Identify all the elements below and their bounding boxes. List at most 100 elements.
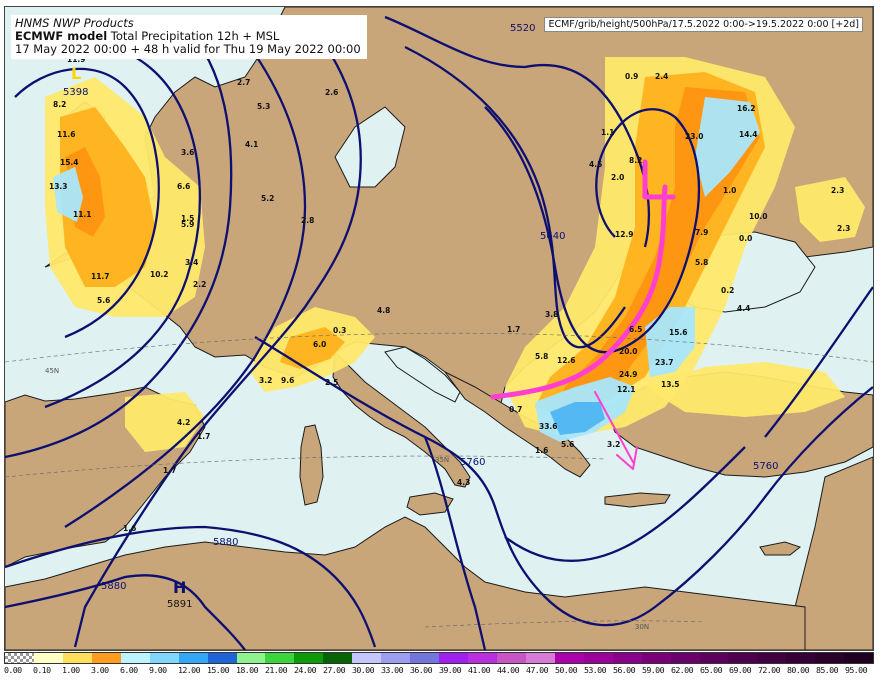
precip-value-label: 1.6 bbox=[535, 446, 548, 455]
colorbar: 0.00 0.10 1.00 3.00 6.00 9.00 12.00 15.00 18.00 2… bbox=[4, 652, 874, 686]
crete-land bbox=[604, 492, 671, 508]
sicily-land bbox=[406, 492, 454, 516]
colorbar-tick-label: 53.00 bbox=[584, 665, 607, 675]
precip-value-label: 0.9 bbox=[625, 72, 638, 81]
precip-value-label: 5.9 bbox=[181, 220, 194, 229]
precip-value-label: 5.6 bbox=[97, 296, 110, 305]
pressure-centers: L H 5891 bbox=[71, 64, 192, 610]
precip-value-label: 3.8 bbox=[545, 310, 558, 319]
precip-greece-blue bbox=[550, 402, 605, 435]
front-line bbox=[490, 184, 668, 400]
colorbar-swatch bbox=[496, 653, 526, 663]
colorbar-swatch bbox=[33, 653, 63, 663]
colorbar-swatch bbox=[236, 653, 266, 663]
precip-value-label: 10.2 bbox=[150, 270, 169, 279]
precip-value-label: 5.6 bbox=[561, 440, 574, 449]
colorbar-swatch bbox=[641, 653, 671, 663]
precip-value-label: 12.9 bbox=[615, 230, 634, 239]
precip-value-label: 11.6 bbox=[57, 130, 76, 139]
agency-line: HNMS NWP Products bbox=[15, 16, 134, 30]
colorbar-swatch bbox=[554, 653, 584, 663]
precip-value-label: 23.0 bbox=[685, 132, 704, 141]
low-marker-l bbox=[642, 159, 676, 200]
precip-value-label: 2.4 bbox=[655, 72, 668, 81]
contour-line-5760-east bbox=[764, 286, 873, 438]
colorbar-tick-label: 69.00 bbox=[729, 665, 752, 675]
precip-value-label: 10.0 bbox=[749, 212, 768, 221]
high-center-letter: H bbox=[173, 578, 186, 597]
colorbar-tick-label: 0.10 bbox=[33, 665, 51, 675]
colorbar-swatch bbox=[583, 653, 613, 663]
contour-line-5880-b bbox=[5, 574, 246, 650]
precip-value-label: 0.2 bbox=[721, 286, 734, 295]
colorbar-tick-label: 50.00 bbox=[555, 665, 578, 675]
precip-alps-mid bbox=[280, 327, 345, 369]
colorbar-tick-label: 65.00 bbox=[700, 665, 723, 675]
precip-value-label: 2.2 bbox=[193, 280, 206, 289]
model-name: ECMWF model bbox=[15, 29, 108, 43]
precip-value-label: 6.6 bbox=[177, 182, 190, 191]
colorbar-tick-label: 59.00 bbox=[642, 665, 665, 675]
precip-value-label: 4.4 bbox=[737, 304, 750, 313]
precip-value-label: 3.2 bbox=[259, 376, 272, 385]
colorbar-labels: 0.00 0.10 1.00 3.00 6.00 9.00 12.00 15.00 18.00 2… bbox=[4, 665, 874, 675]
graticule-35n bbox=[5, 455, 606, 478]
colorbar-swatch bbox=[149, 653, 179, 663]
precip-value-label: 6.0 bbox=[313, 340, 326, 349]
colorbar-tick-label: 6.00 bbox=[120, 665, 138, 675]
colorbar-tick-label: 36.00 bbox=[410, 665, 433, 675]
colorbar-tick-label: 33.00 bbox=[381, 665, 404, 675]
precip-value-label: 6.5 bbox=[629, 325, 642, 334]
precip-value-label: 2.3 bbox=[837, 224, 850, 233]
colorbar-swatch bbox=[844, 653, 874, 663]
precip-value-label: 3.6 bbox=[181, 148, 194, 157]
contour-line-5 bbox=[73, 16, 362, 648]
precip-value-label: 4.5 bbox=[589, 160, 602, 169]
north-africa-land bbox=[5, 516, 806, 650]
precip-value-labels: 11.9 8.2 11.6 15.4 13.3 11.1 11.7 5.6 10.2 3.4 5.9… bbox=[49, 55, 850, 533]
colorbar-tick-label: 47.00 bbox=[526, 665, 549, 675]
precip-value-label: 15.4 bbox=[60, 158, 79, 167]
contour-label: 5760 bbox=[460, 457, 485, 468]
colorbar-swatch bbox=[352, 653, 382, 663]
lat-label-45n: 45N bbox=[45, 367, 59, 375]
precip-value-label: 7.9 bbox=[695, 228, 708, 237]
colorbar-swatch bbox=[786, 653, 816, 663]
lat-label-30n: 30N bbox=[635, 623, 649, 631]
precip-balkans-cyan bbox=[645, 307, 695, 377]
colorbar-swatch bbox=[91, 653, 121, 663]
contour-label: 5398 bbox=[63, 87, 88, 98]
italy-land bbox=[332, 350, 471, 488]
precip-value-label: 23.7 bbox=[655, 358, 674, 367]
precip-value-label: 8.2 bbox=[53, 100, 66, 109]
graticule-30n bbox=[424, 620, 706, 628]
colorbar-tick-label: 21.00 bbox=[265, 665, 288, 675]
precip-value-label: 2.0 bbox=[611, 173, 624, 182]
precip-value-label: 12.1 bbox=[617, 385, 636, 394]
corsica-sardinia-land bbox=[299, 424, 324, 506]
precip-value-label: 0.3 bbox=[333, 326, 346, 335]
precip-value-label: 3.4 bbox=[185, 258, 198, 267]
contour-line-4 bbox=[64, 26, 307, 528]
precip-value-label: 1.0 bbox=[723, 186, 736, 195]
precip-value-label: 11.1 bbox=[73, 210, 92, 219]
precip-value-label: 4.3 bbox=[457, 478, 470, 487]
run-info-label: ECMF/grib/height/500hPa/17.5.2022 0:00->… bbox=[544, 17, 863, 32]
colorbar-swatch bbox=[294, 653, 324, 663]
contour-label: 5880 bbox=[101, 581, 126, 592]
precip-atlantic-cyan bbox=[53, 167, 83, 222]
colorbar-tick-label: 24.00 bbox=[294, 665, 317, 675]
precip-value-label: 11.7 bbox=[91, 272, 110, 281]
colorbar-swatch bbox=[265, 653, 295, 663]
colorbar-tick-label: 1.00 bbox=[62, 665, 80, 675]
colorbar-tick-label: 3.00 bbox=[91, 665, 109, 675]
precip-value-label: 2.8 bbox=[301, 216, 314, 225]
latitude-labels: 45N 35N 30N bbox=[45, 367, 649, 631]
colorbar-tick-label: 44.00 bbox=[497, 665, 520, 675]
low-center-letter: L bbox=[71, 64, 81, 83]
precip-value-label: 5.8 bbox=[535, 352, 548, 361]
adriatic-sea bbox=[384, 346, 461, 403]
colorbar-tick-label: 95.00 bbox=[845, 665, 868, 675]
colorbar-tick-label: 15.00 bbox=[207, 665, 230, 675]
colorbar-tick-label: 0.00 bbox=[4, 665, 22, 675]
